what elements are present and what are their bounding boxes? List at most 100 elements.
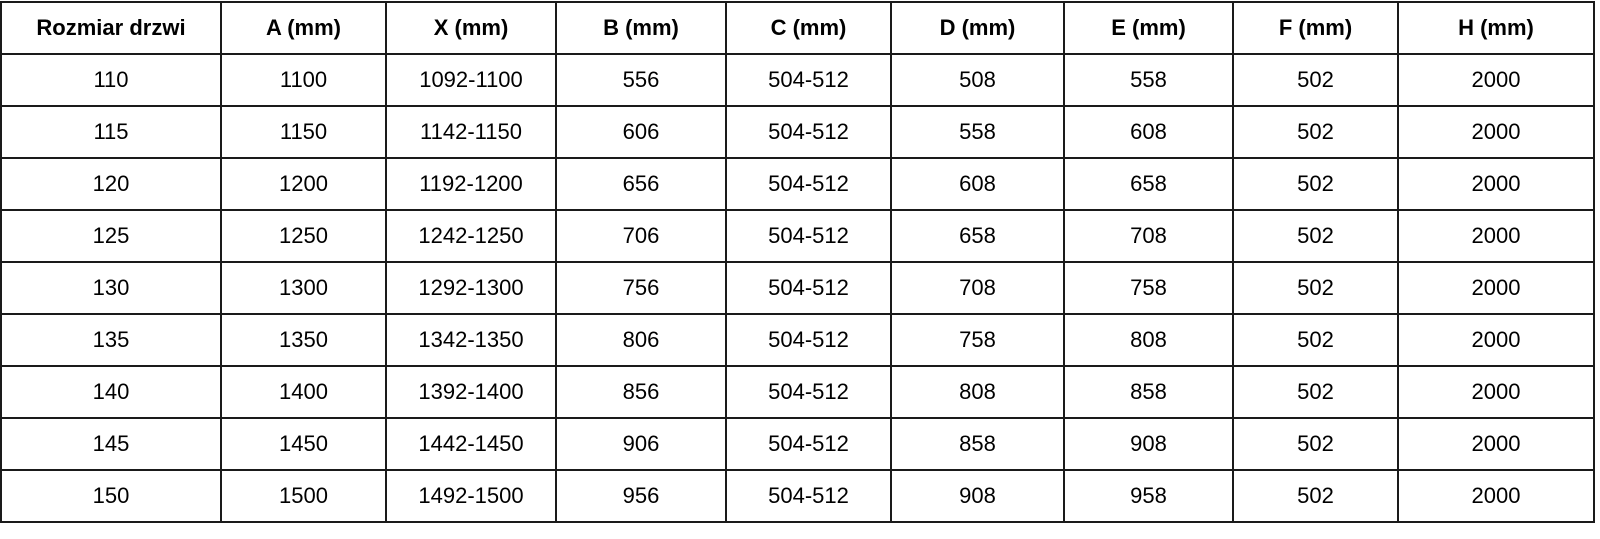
column-header: A (mm) bbox=[220, 1, 387, 55]
table-row: 135 1350 1342-1350 806 504-512 758 808 502 2000 bbox=[0, 313, 1595, 367]
table-cell: 1150 bbox=[220, 105, 387, 159]
table-cell: 504-512 bbox=[725, 417, 892, 471]
table-cell: 150 bbox=[0, 469, 222, 523]
table-cell: 2000 bbox=[1397, 417, 1595, 471]
table-row: 140 1400 1392-1400 856 504-512 808 858 502 2000 bbox=[0, 365, 1595, 419]
table-cell: 956 bbox=[555, 469, 727, 523]
table-cell: 110 bbox=[0, 53, 222, 107]
table-cell: 502 bbox=[1232, 417, 1399, 471]
table-cell: 856 bbox=[555, 365, 727, 419]
table-cell: 608 bbox=[890, 157, 1065, 211]
table-cell: 504-512 bbox=[725, 261, 892, 315]
table-cell: 908 bbox=[1063, 417, 1234, 471]
column-header: E (mm) bbox=[1063, 1, 1234, 55]
table-cell: 2000 bbox=[1397, 53, 1595, 107]
table-cell: 808 bbox=[890, 365, 1065, 419]
table-cell: 135 bbox=[0, 313, 222, 367]
table-cell: 502 bbox=[1232, 209, 1399, 263]
table-cell: 708 bbox=[890, 261, 1065, 315]
door-dimensions-table: Rozmiar drzwi A (mm) X (mm) B (mm) C (mm) D (… bbox=[0, 1, 1595, 523]
table-cell: 1500 bbox=[220, 469, 387, 523]
table-cell: 504-512 bbox=[725, 209, 892, 263]
table-row: 120 1200 1192-1200 656 504-512 608 658 502 2000 bbox=[0, 157, 1595, 211]
table-cell: 502 bbox=[1232, 157, 1399, 211]
table-cell: 2000 bbox=[1397, 209, 1595, 263]
table-cell: 120 bbox=[0, 157, 222, 211]
column-header: F (mm) bbox=[1232, 1, 1399, 55]
table-cell: 504-512 bbox=[725, 157, 892, 211]
table-cell: 502 bbox=[1232, 469, 1399, 523]
table-cell: 504-512 bbox=[725, 313, 892, 367]
table-cell: 2000 bbox=[1397, 157, 1595, 211]
table-cell: 658 bbox=[1063, 157, 1234, 211]
table-cell: 608 bbox=[1063, 105, 1234, 159]
table-cell: 1200 bbox=[220, 157, 387, 211]
table-cell: 806 bbox=[555, 313, 727, 367]
table-row: 115 1150 1142-1150 606 504-512 558 608 502 2000 bbox=[0, 105, 1595, 159]
table-cell: 606 bbox=[555, 105, 727, 159]
column-header: X (mm) bbox=[385, 1, 557, 55]
table-cell: 1300 bbox=[220, 261, 387, 315]
table-cell: 502 bbox=[1232, 261, 1399, 315]
table-cell: 1250 bbox=[220, 209, 387, 263]
table-cell: 2000 bbox=[1397, 313, 1595, 367]
table-cell: 140 bbox=[0, 365, 222, 419]
table-cell: 1292-1300 bbox=[385, 261, 557, 315]
table-cell: 1400 bbox=[220, 365, 387, 419]
table-cell: 558 bbox=[1063, 53, 1234, 107]
table-cell: 1450 bbox=[220, 417, 387, 471]
column-header: C (mm) bbox=[725, 1, 892, 55]
table-cell: 2000 bbox=[1397, 261, 1595, 315]
table-cell: 708 bbox=[1063, 209, 1234, 263]
table-cell: 1392-1400 bbox=[385, 365, 557, 419]
table-cell: 958 bbox=[1063, 469, 1234, 523]
table-cell: 502 bbox=[1232, 365, 1399, 419]
table-cell: 504-512 bbox=[725, 469, 892, 523]
table-cell: 656 bbox=[555, 157, 727, 211]
column-header: H (mm) bbox=[1397, 1, 1595, 55]
table-row: 130 1300 1292-1300 756 504-512 708 758 502 2000 bbox=[0, 261, 1595, 315]
table-cell: 508 bbox=[890, 53, 1065, 107]
table-cell: 558 bbox=[890, 105, 1065, 159]
column-header: D (mm) bbox=[890, 1, 1065, 55]
table-header: Rozmiar drzwi A (mm) X (mm) B (mm) C (mm) D (… bbox=[0, 1, 1595, 55]
table-row: 145 1450 1442-1450 906 504-512 858 908 502 2000 bbox=[0, 417, 1595, 471]
table-cell: 145 bbox=[0, 417, 222, 471]
table-cell: 1492-1500 bbox=[385, 469, 557, 523]
table-cell: 756 bbox=[555, 261, 727, 315]
table-cell: 504-512 bbox=[725, 53, 892, 107]
table-cell: 1342-1350 bbox=[385, 313, 557, 367]
table-cell: 858 bbox=[890, 417, 1065, 471]
column-header: B (mm) bbox=[555, 1, 727, 55]
table-cell: 502 bbox=[1232, 313, 1399, 367]
table-body: 110 1100 1092-1100 556 504-512 508 558 502 2000 1… bbox=[0, 53, 1595, 523]
table-cell: 758 bbox=[1063, 261, 1234, 315]
table-cell: 808 bbox=[1063, 313, 1234, 367]
table-cell: 115 bbox=[0, 105, 222, 159]
table-cell: 556 bbox=[555, 53, 727, 107]
table-cell: 130 bbox=[0, 261, 222, 315]
table-cell: 1242-1250 bbox=[385, 209, 557, 263]
table-cell: 658 bbox=[890, 209, 1065, 263]
table-cell: 758 bbox=[890, 313, 1065, 367]
table-cell: 125 bbox=[0, 209, 222, 263]
table-row: 150 1500 1492-1500 956 504-512 908 958 502 2000 bbox=[0, 469, 1595, 523]
table-cell: 502 bbox=[1232, 105, 1399, 159]
table-cell: 1142-1150 bbox=[385, 105, 557, 159]
table-cell: 706 bbox=[555, 209, 727, 263]
table-cell: 2000 bbox=[1397, 105, 1595, 159]
table-cell: 502 bbox=[1232, 53, 1399, 107]
table-cell: 2000 bbox=[1397, 365, 1595, 419]
table-row: 110 1100 1092-1100 556 504-512 508 558 502 2000 bbox=[0, 53, 1595, 107]
table-cell: 504-512 bbox=[725, 365, 892, 419]
table-cell: 906 bbox=[555, 417, 727, 471]
table-cell: 2000 bbox=[1397, 469, 1595, 523]
table-cell: 908 bbox=[890, 469, 1065, 523]
table-cell: 858 bbox=[1063, 365, 1234, 419]
table-row: 125 1250 1242-1250 706 504-512 658 708 502 2000 bbox=[0, 209, 1595, 263]
table-cell: 504-512 bbox=[725, 105, 892, 159]
table-cell: 1092-1100 bbox=[385, 53, 557, 107]
header-row: Rozmiar drzwi A (mm) X (mm) B (mm) C (mm) D (… bbox=[0, 1, 1595, 55]
table-cell: 1100 bbox=[220, 53, 387, 107]
